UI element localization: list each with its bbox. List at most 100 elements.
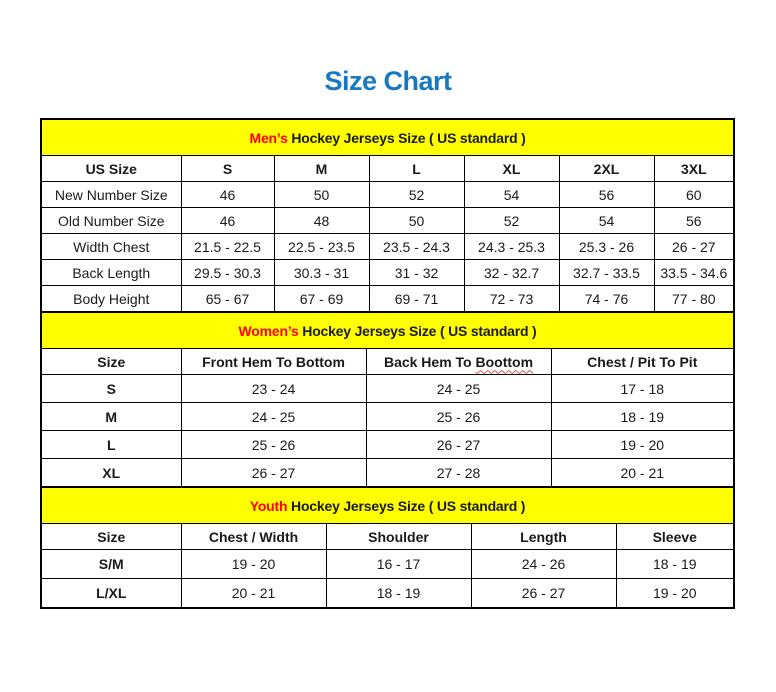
- youth-size-table: Youth Hockey Jerseys Size ( US standard …: [40, 486, 736, 609]
- mens-column-header: 2XL: [558, 155, 655, 182]
- mens-value-cell: 67 - 69: [273, 285, 370, 313]
- mens-row-label: Back Length: [40, 259, 182, 286]
- mens-section-title-accent: Men’s: [249, 129, 288, 146]
- mens-value-cell: 46: [180, 181, 275, 208]
- mens-data-row: Body Height 65 - 67 67 - 69 69 - 71 72 - 73 7…: [40, 285, 735, 313]
- womens-value-cell: 17 - 18: [550, 374, 735, 403]
- mens-value-cell: 74 - 76: [558, 285, 655, 313]
- womens-value-cell: 19 - 20: [550, 430, 735, 459]
- mens-value-cell: 25.3 - 26: [558, 233, 655, 260]
- mens-value-cell: 50: [368, 207, 465, 234]
- mens-value-cell: 32.7 - 33.5: [558, 259, 655, 286]
- womens-section-title-accent: Women’s: [238, 322, 299, 339]
- youth-column-header: Length: [470, 523, 617, 550]
- womens-value-cell: 18 - 19: [550, 402, 735, 431]
- mens-value-cell: 30.3 - 31: [273, 259, 370, 286]
- mens-value-cell: 21.5 - 22.5: [180, 233, 275, 260]
- misspelled-word: Boottom: [475, 353, 534, 370]
- youth-value-cell: 20 - 21: [180, 578, 327, 609]
- mens-row-label: New Number Size: [40, 181, 182, 208]
- womens-value-cell: 25 - 26: [365, 402, 552, 431]
- mens-value-cell: 60: [653, 181, 735, 208]
- mens-value-cell: 33.5 - 34.6: [653, 259, 735, 286]
- mens-size-table: Men’s Hockey Jerseys Size ( US standard …: [40, 118, 736, 313]
- youth-column-header-row: Size Chest / Width Shoulder Length Sleeve: [40, 523, 735, 550]
- youth-column-header: Sleeve: [615, 523, 735, 550]
- youth-row-label: L/XL: [40, 578, 182, 609]
- womens-row-label: XL: [40, 458, 182, 488]
- mens-value-cell: 69 - 71: [368, 285, 465, 313]
- womens-value-cell: 25 - 26: [180, 430, 367, 459]
- mens-value-cell: 54: [463, 181, 560, 208]
- youth-value-cell: 18 - 19: [325, 578, 472, 609]
- mens-data-row: Back Length 29.5 - 30.3 30.3 - 31 31 - 32 32…: [40, 259, 735, 286]
- mens-row-label: Width Chest: [40, 233, 182, 260]
- youth-value-cell: 18 - 19: [615, 549, 735, 579]
- womens-data-row: XL 26 - 27 27 - 28 20 - 21: [40, 458, 735, 488]
- youth-section-title: Youth Hockey Jerseys Size ( US standard …: [40, 486, 735, 524]
- mens-column-header: 3XL: [653, 155, 735, 182]
- youth-value-cell: 26 - 27: [470, 578, 617, 609]
- womens-data-row: M 24 - 25 25 - 26 18 - 19: [40, 402, 735, 431]
- womens-value-cell: 23 - 24: [180, 374, 367, 403]
- mens-data-row: Width Chest 21.5 - 22.5 22.5 - 23.5 23.5 - …: [40, 233, 735, 260]
- youth-value-cell: 19 - 20: [180, 549, 327, 579]
- womens-value-cell: 24 - 25: [180, 402, 367, 431]
- womens-column-header-row: Size Front Hem To Bottom Back Hem To Boott…: [40, 348, 735, 375]
- mens-data-row: Old Number Size 46 48 50 52 54 56: [40, 207, 735, 234]
- mens-section-title-rest: Hockey Jerseys Size ( US standard ): [287, 129, 526, 146]
- youth-row-label: S/M: [40, 549, 182, 579]
- womens-row-label: L: [40, 430, 182, 459]
- womens-section-title: Women’s Hockey Jerseys Size ( US standar…: [40, 311, 735, 349]
- mens-value-cell: 56: [558, 181, 655, 208]
- womens-column-header: Front Hem To Bottom: [180, 348, 367, 375]
- mens-value-cell: 31 - 32: [368, 259, 465, 286]
- mens-value-cell: 23.5 - 24.3: [368, 233, 465, 260]
- youth-section-title-accent: Youth: [249, 497, 288, 514]
- mens-row-label: Body Height: [40, 285, 182, 313]
- womens-column-header: Size: [40, 348, 182, 375]
- womens-row-label: S: [40, 374, 182, 403]
- womens-value-cell: 26 - 27: [180, 458, 367, 488]
- womens-data-row: S 23 - 24 24 - 25 17 - 18: [40, 374, 735, 403]
- mens-value-cell: 56: [653, 207, 735, 234]
- mens-value-cell: 29.5 - 30.3: [180, 259, 275, 286]
- womens-size-table: Women’s Hockey Jerseys Size ( US standar…: [40, 311, 736, 488]
- mens-value-cell: 72 - 73: [463, 285, 560, 313]
- mens-column-header: L: [368, 155, 465, 182]
- mens-value-cell: 54: [558, 207, 655, 234]
- mens-value-cell: 52: [368, 181, 465, 208]
- mens-value-cell: 32 - 32.7: [463, 259, 560, 286]
- size-tables-container: Men’s Hockey Jerseys Size ( US standard …: [40, 118, 736, 609]
- womens-value-cell: 20 - 21: [550, 458, 735, 488]
- youth-value-cell: 24 - 26: [470, 549, 617, 579]
- mens-value-cell: 24.3 - 25.3: [463, 233, 560, 260]
- womens-row-label: M: [40, 402, 182, 431]
- youth-value-cell: 16 - 17: [325, 549, 472, 579]
- mens-value-cell: 22.5 - 23.5: [273, 233, 370, 260]
- womens-column-header: Chest / Pit To Pit: [550, 348, 735, 375]
- youth-value-cell: 19 - 20: [615, 578, 735, 609]
- mens-value-cell: 77 - 80: [653, 285, 735, 313]
- womens-value-cell: 27 - 28: [365, 458, 552, 488]
- mens-value-cell: 65 - 67: [180, 285, 275, 313]
- youth-data-row: S/M 19 - 20 16 - 17 24 - 26 18 - 19: [40, 549, 735, 579]
- youth-column-header: Chest / Width: [180, 523, 327, 550]
- mens-value-cell: 50: [273, 181, 370, 208]
- youth-column-header: Size: [40, 523, 182, 550]
- youth-section-title-rest: Hockey Jerseys Size ( US standard ): [287, 497, 526, 514]
- page-title: Size Chart: [324, 66, 452, 96]
- mens-table-body: Men’s Hockey Jerseys Size ( US standard …: [40, 118, 735, 313]
- mens-section-title: Men’s Hockey Jerseys Size ( US standard …: [40, 118, 735, 156]
- mens-column-header-row: US Size S M L XL 2XL 3XL: [40, 155, 735, 182]
- womens-value-cell: 24 - 25: [365, 374, 552, 403]
- womens-value-cell: 26 - 27: [365, 430, 552, 459]
- mens-column-header: M: [273, 155, 370, 182]
- youth-table-body: Youth Hockey Jerseys Size ( US standard …: [40, 486, 735, 609]
- mens-section-row: Men’s Hockey Jerseys Size ( US standard …: [40, 118, 735, 156]
- youth-data-row: L/XL 20 - 21 18 - 19 26 - 27 19 - 20: [40, 578, 735, 609]
- mens-row-label: Old Number Size: [40, 207, 182, 234]
- womens-section-row: Women’s Hockey Jerseys Size ( US standar…: [40, 311, 735, 349]
- mens-value-cell: 48: [273, 207, 370, 234]
- womens-section-title-rest: Hockey Jerseys Size ( US standard ): [298, 322, 537, 339]
